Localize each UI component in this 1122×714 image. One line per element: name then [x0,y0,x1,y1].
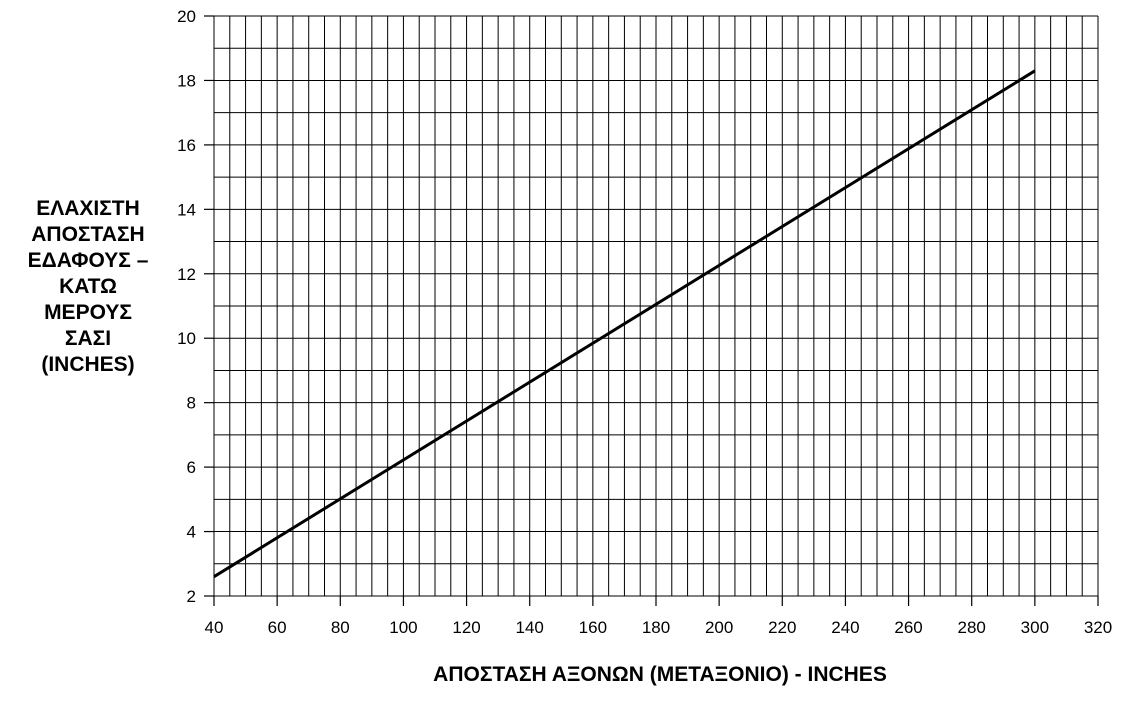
y-axis-label-line: ΕΔΑΦΟΥΣ – [27,249,149,272]
x-tick-label: 240 [831,618,859,637]
y-axis-label-line: ΣΑΣΙ [64,327,112,350]
y-tick-label: 16 [177,136,196,155]
y-tick-label: 20 [177,7,196,26]
y-tick-label: 6 [187,458,196,477]
series-line [213,69,1036,578]
x-tick-label: 120 [452,618,480,637]
x-tick-label: 280 [958,618,986,637]
y-tick-label: 12 [177,265,196,284]
series-layer [213,69,1036,578]
grid [213,15,1099,597]
x-tick-label: 180 [642,618,670,637]
x-tick-label: 320 [1084,618,1112,637]
tick-labels: 2 4 6 8 10 12 14 16 18 20 40 60 80 100 120 140 160 180 200… [177,7,1112,637]
x-tick-label: 140 [516,618,544,637]
y-axis-label-line: ΚΑΤΩ [59,275,117,298]
y-tick-label: 2 [187,587,196,606]
y-tick-label: 8 [187,394,196,413]
x-tick-label: 40 [205,618,224,637]
y-axis-label-line: ΜΕΡΟΥΣ [44,301,132,324]
x-tick-label: 80 [331,618,350,637]
axis-ticks [204,15,1099,606]
x-tick-label: 200 [705,618,733,637]
y-tick-label: 18 [177,71,196,90]
x-tick-label: 220 [768,618,796,637]
y-tick-label: 10 [177,329,196,348]
x-tick-label: 300 [1021,618,1049,637]
y-axis-label-line: (INCHES) [41,353,135,376]
y-axis-label-line: ΑΠΟΣΤΑΣΗ [31,223,145,246]
y-tick-label: 4 [187,523,196,542]
x-tick-label: 160 [579,618,607,637]
x-tick-label: 260 [894,618,922,637]
x-tick-label: 100 [389,618,417,637]
y-tick-label: 14 [177,200,196,219]
x-axis-label: ΑΠΟΣΤΑΣΗ ΑΞΟΝΩΝ (ΜΕΤΑΞΟΝΙΟ) - INCHES [433,663,887,686]
y-axis-label-line: ΕΛΑΧΙΣΤΗ [36,197,140,220]
x-tick-label: 60 [268,618,287,637]
y-axis-label: ΕΛΑΧΙΣΤΗ ΑΠΟΣΤΑΣΗ ΕΔΑΦΟΥΣ – ΚΑΤΩ ΜΕΡΟΥΣ … [0,196,176,378]
